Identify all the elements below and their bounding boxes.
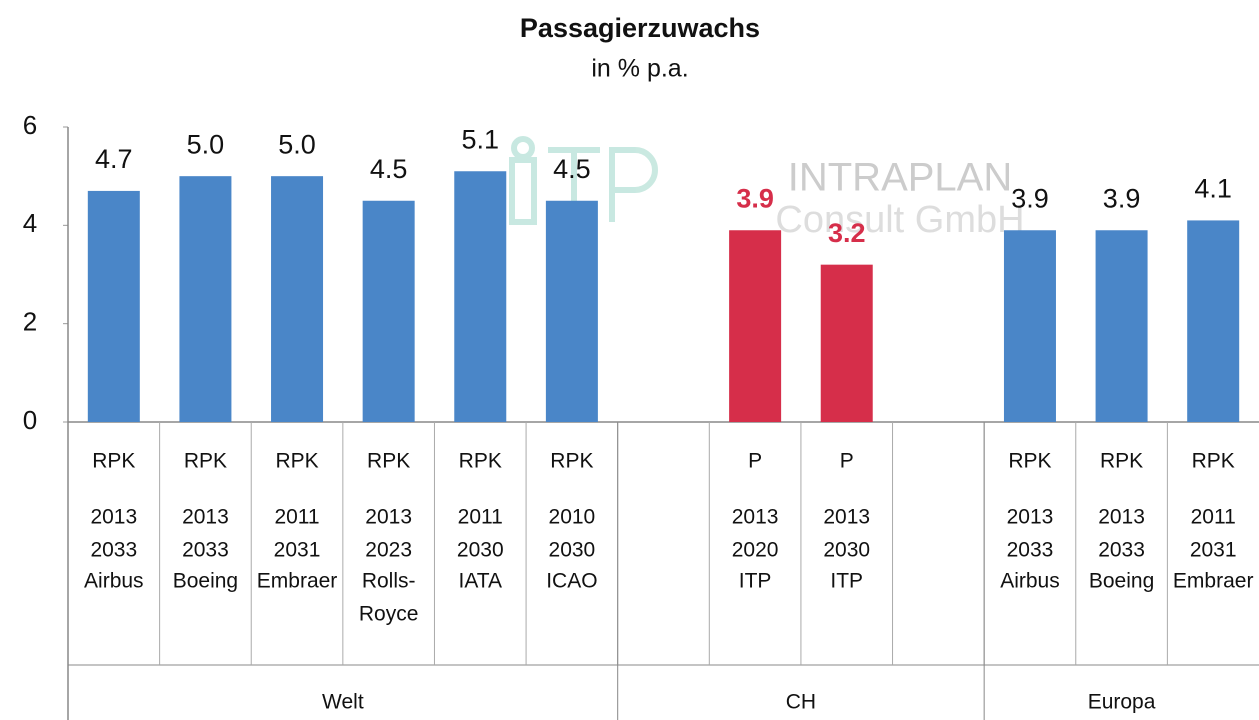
bar (362, 200, 415, 422)
x-tick-label: 2033 (1098, 539, 1145, 562)
bar (1187, 220, 1240, 422)
x-tick-label: 2011 (1191, 506, 1236, 529)
y-tick-label: 4 (23, 208, 37, 238)
x-tick-label: P (840, 450, 854, 473)
group-label: Europa (1088, 691, 1156, 714)
x-tick-label: ITP (739, 570, 772, 593)
x-tick-label: 2030 (457, 539, 504, 562)
group-label: Welt (322, 691, 364, 714)
x-tick-label: 2031 (274, 539, 321, 562)
x-tick-label: 2033 (1007, 539, 1054, 562)
x-tick-label: Embraer (1173, 570, 1254, 593)
x-tick-label: 2033 (90, 539, 137, 562)
value-label: 4.5 (370, 154, 408, 184)
x-tick-label: RPK (92, 450, 135, 473)
x-tick-label: Airbus (84, 570, 144, 593)
value-label: 5.0 (278, 129, 316, 159)
x-tick-label: RPK (550, 450, 593, 473)
x-tick-label: 2011 (458, 506, 503, 529)
x-tick-label: 2013 (1098, 506, 1145, 529)
x-tick-label: 2013 (182, 506, 229, 529)
x-tick-label: RPK (1100, 450, 1143, 473)
chart-title: Passagierzuwachs (520, 13, 760, 43)
x-tick-label: P (748, 450, 762, 473)
x-tick-label: 2013 (365, 506, 412, 529)
bar (545, 200, 598, 422)
x-tick-label: Royce (359, 603, 419, 626)
x-tick-label: Airbus (1000, 570, 1060, 593)
bar (1095, 230, 1148, 422)
bar (87, 190, 140, 422)
x-tick-label: RPK (275, 450, 318, 473)
chart-subtitle: in % p.a. (591, 55, 688, 83)
watermark: INTRAPLAN (788, 156, 1013, 200)
bar (454, 171, 507, 422)
x-tick-label: 2030 (823, 539, 870, 562)
value-label: 4.5 (553, 154, 591, 184)
x-tick-label: RPK (1192, 450, 1235, 473)
y-tick-label: 2 (23, 307, 37, 337)
x-tick-label: 2010 (549, 506, 596, 529)
x-tick-label: Boeing (173, 570, 238, 593)
value-label: 3.9 (1011, 183, 1049, 213)
bar (1003, 230, 1056, 422)
x-tick-label: 2023 (365, 539, 412, 562)
watermark: Consult GmbH (775, 199, 1024, 241)
x-tick-label: ITP (830, 570, 863, 593)
value-label: 5.1 (461, 124, 499, 154)
bar (820, 264, 873, 422)
value-label: 3.9 (1103, 183, 1141, 213)
value-label: 5.0 (187, 129, 225, 159)
value-label: 3.9 (736, 183, 774, 213)
value-label: 4.7 (95, 144, 133, 174)
value-label: 4.1 (1194, 174, 1232, 204)
x-tick-label: Embraer (257, 570, 338, 593)
x-tick-label: 2033 (182, 539, 229, 562)
y-tick-label: 0 (23, 405, 37, 435)
value-label: 3.2 (828, 218, 866, 248)
x-tick-label: 2030 (549, 539, 596, 562)
x-tick-label: 2013 (90, 506, 137, 529)
x-tick-label: RPK (367, 450, 410, 473)
x-tick-label: Rolls- (362, 570, 416, 593)
group-label: CH (786, 691, 816, 714)
x-tick-label: 2013 (1007, 506, 1054, 529)
x-tick-label: 2031 (1190, 539, 1237, 562)
x-tick-label: 2013 (823, 506, 870, 529)
x-tick-label: IATA (458, 570, 502, 593)
x-tick-label: Boeing (1089, 570, 1154, 593)
bar (179, 176, 232, 422)
x-tick-label: RPK (1008, 450, 1051, 473)
x-tick-label: ICAO (546, 570, 597, 593)
x-tick-label: RPK (184, 450, 227, 473)
bar (271, 176, 324, 422)
x-tick-label: RPK (459, 450, 502, 473)
bar (729, 230, 782, 422)
x-tick-label: 2020 (732, 539, 779, 562)
x-tick-label: 2011 (274, 506, 319, 529)
y-tick-label: 6 (23, 110, 37, 140)
x-tick-label: 2013 (732, 506, 779, 529)
